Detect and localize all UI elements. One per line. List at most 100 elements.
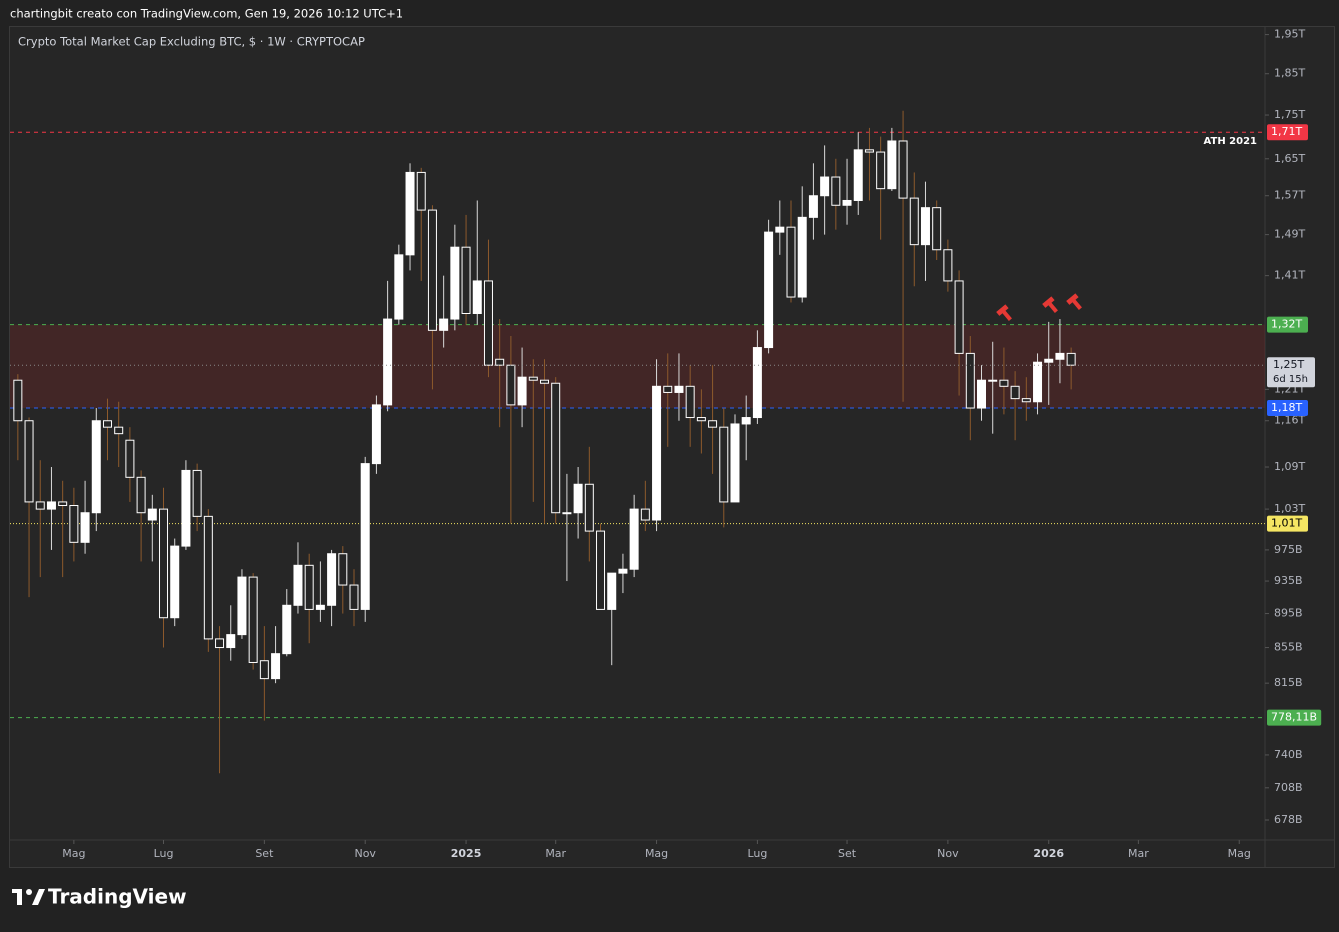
x-tick-label: Mag [645, 847, 668, 860]
candle-body [842, 199, 852, 206]
candle-body [1066, 352, 1076, 366]
candle-body [147, 508, 157, 521]
y-tick-label: 1,65T [1274, 152, 1305, 165]
candle-body [170, 545, 180, 619]
candle-body [192, 469, 202, 517]
x-tick-label: Set [838, 847, 857, 860]
candle-body [652, 385, 662, 521]
candle-body [80, 512, 90, 543]
x-tick-label: Mar [1128, 847, 1149, 860]
y-tick-label: 1,16T [1274, 414, 1305, 427]
candle-body [719, 426, 729, 503]
candle-body [831, 176, 841, 206]
y-tick-label: 678B [1274, 813, 1303, 826]
candle-body [259, 660, 269, 680]
candle-body [248, 576, 258, 663]
x-tick-label: Nov [354, 847, 376, 860]
y-tick-label: 740B [1274, 748, 1303, 761]
candle-body [539, 379, 549, 384]
candle-body [528, 376, 538, 381]
candle-body [46, 501, 56, 510]
level-badge [1267, 124, 1308, 141]
candle-body [887, 140, 897, 190]
level-annotation: ATH 2021 [1204, 136, 1258, 147]
candle-body [920, 207, 930, 246]
candle-body [450, 246, 460, 320]
candle-body [708, 420, 718, 428]
level-label: 1,01T [1271, 517, 1302, 530]
candle-body [663, 385, 673, 393]
candle-body [58, 501, 68, 507]
signal-icons [996, 293, 1082, 321]
brand-logo [12, 889, 45, 905]
candle-body [461, 246, 471, 314]
x-tick-label: Lug [154, 847, 174, 860]
candle-body [696, 417, 706, 422]
candle-body [573, 483, 583, 514]
candle-body [1021, 398, 1031, 403]
hammer-icon [1042, 296, 1058, 313]
candle-body [125, 439, 135, 478]
candle-body [741, 417, 751, 425]
candle-body [360, 463, 370, 610]
candle-body [551, 382, 561, 514]
x-tick-label: Nov [937, 847, 959, 860]
candle-body [730, 423, 740, 503]
level-label: 1,18T [1271, 401, 1302, 414]
x-tick-label: Mar [545, 847, 566, 860]
y-tick-label: 815B [1274, 676, 1303, 689]
candle-body [517, 376, 527, 406]
candle-body [349, 584, 359, 610]
candle-body [1044, 358, 1054, 363]
level-badge [1267, 709, 1322, 726]
level-label: 1,71T [1271, 125, 1302, 138]
candle-body [584, 483, 594, 532]
plot-area [10, 110, 1265, 774]
candle-body [13, 379, 23, 422]
candle-body [954, 280, 964, 354]
candle-body [282, 604, 292, 655]
support-zone [10, 324, 1265, 409]
candle-body [898, 140, 908, 199]
candle-body [203, 515, 213, 640]
candle-body [483, 280, 493, 366]
current-price-label: 1,25T [1273, 358, 1304, 371]
candle-body [596, 530, 606, 610]
candle-body [562, 512, 572, 515]
candle-body [394, 254, 404, 320]
attribution: chartingbit creato con TradingView.com, … [10, 7, 403, 21]
y-tick-label: 708B [1274, 781, 1303, 794]
x-tick-label: Lug [747, 847, 767, 860]
candle-body [427, 209, 437, 331]
candle-body [797, 216, 807, 298]
candle-body [293, 564, 303, 606]
candle-body [69, 505, 79, 543]
candle-body [965, 352, 975, 409]
candle-body [271, 653, 281, 680]
candle-body [215, 638, 225, 649]
candle-body [640, 508, 650, 521]
candle-body [405, 171, 415, 256]
candle-body [472, 280, 482, 314]
hammer-icon [1066, 293, 1082, 310]
candle-body [439, 318, 449, 331]
y-tick-label: 1,41T [1274, 269, 1305, 282]
y-tick-label: 855B [1274, 641, 1303, 654]
candle-body [607, 572, 617, 610]
candle-body [136, 476, 146, 514]
x-tick-label: Mag [1228, 847, 1251, 860]
candle-body [618, 568, 628, 574]
chart-title: Crypto Total Market Cap Excluding BTC, $… [18, 35, 365, 49]
candle-body [943, 249, 953, 282]
candle-body [752, 347, 762, 419]
x-tick-label: 2026 [1033, 847, 1064, 860]
candle-body [775, 226, 785, 233]
y-tick-label: 1,49T [1274, 228, 1305, 241]
chart-frame [9, 26, 1335, 868]
candle-body [327, 553, 337, 606]
y-tick-label: 1,57T [1274, 189, 1305, 202]
candle-body [1055, 352, 1065, 360]
y-tick-label: 1,75T [1274, 108, 1305, 121]
candle-body [685, 385, 695, 419]
